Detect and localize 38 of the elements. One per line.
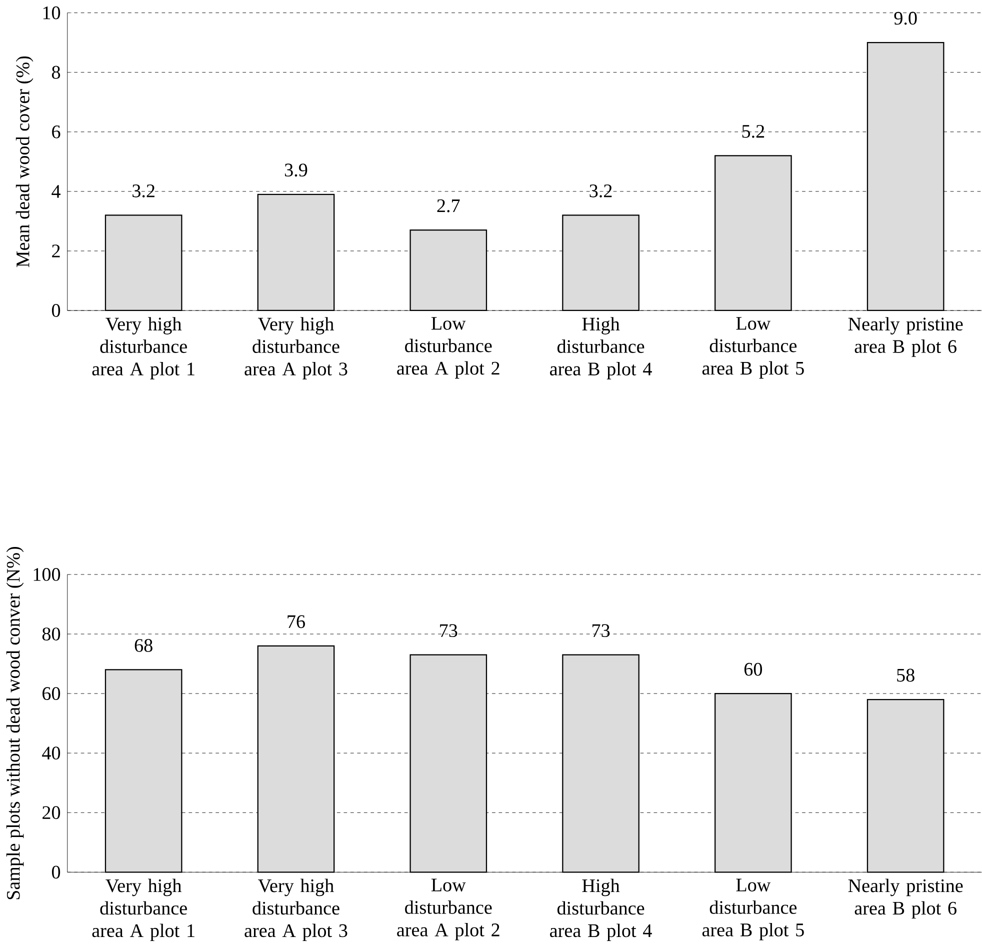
- x-tick-label: Nearly pristine area B plot 6: [848, 316, 963, 357]
- y-tick-label: 100: [34, 568, 60, 581]
- x-tick-label: High disturbance area B plot 4: [550, 316, 652, 380]
- x-tick-label: Low disturbance area B plot 5: [702, 878, 804, 940]
- y-tick-label: 80: [42, 627, 60, 640]
- y-tick-label: 20: [42, 806, 60, 819]
- x-tick-label: Low disturbance area A plot 2: [397, 878, 500, 940]
- data-label: 58: [897, 668, 914, 682]
- data-label: 2.7: [437, 199, 460, 212]
- data-label: 76: [288, 615, 305, 628]
- y-tick-label: 0: [52, 866, 60, 878]
- y-tick-label: 0: [52, 304, 60, 317]
- x-tick-label: Low disturbance area A plot 2: [397, 316, 500, 378]
- data-label: 5.2: [742, 124, 764, 138]
- data-label: 3.2: [590, 184, 612, 198]
- y-axis-title: Mean dead wood cover (%): [16, 56, 34, 267]
- data-label: 68: [134, 638, 152, 652]
- y-tick-label: 10: [43, 6, 60, 20]
- y-tick-label: 60: [42, 686, 60, 700]
- data-label: 3.9: [284, 163, 308, 176]
- x-tick-label: Very high disturbance area A plot 1: [92, 878, 194, 941]
- data-label: 73: [440, 624, 458, 637]
- y-tick-label: 4: [52, 184, 60, 198]
- x-tick-label: Very high disturbance area A plot 3: [244, 316, 348, 380]
- data-label: 60: [744, 662, 762, 676]
- data-label: 9.0: [894, 12, 917, 25]
- x-tick-label: Nearly pristine area B plot 6: [848, 878, 963, 918]
- data-label: 73: [592, 624, 610, 637]
- y-tick-label: 40: [42, 746, 60, 760]
- y-tick-label: 6: [52, 125, 60, 138]
- x-tick-label: Low disturbance area B plot 5: [702, 316, 804, 378]
- x-tick-label: Very high disturbance area A plot 3: [244, 878, 348, 941]
- y-tick-label: 2: [52, 244, 60, 258]
- x-tick-label: Very high disturbance area A plot 1: [92, 316, 194, 380]
- x-tick-label: High disturbance area B plot 4: [550, 878, 652, 941]
- y-axis-title: Sample plots without dead wood conver (N%): [6, 546, 24, 900]
- data-label: 3.2: [132, 184, 154, 198]
- y-tick-label: 8: [52, 66, 60, 79]
